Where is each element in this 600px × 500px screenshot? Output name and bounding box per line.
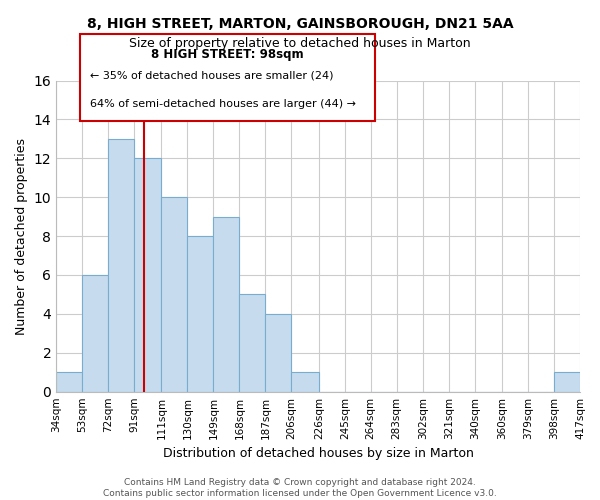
Text: ← 35% of detached houses are smaller (24): ← 35% of detached houses are smaller (24… xyxy=(90,70,334,81)
Text: Size of property relative to detached houses in Marton: Size of property relative to detached ho… xyxy=(129,38,471,51)
Bar xyxy=(265,314,292,392)
Bar xyxy=(292,372,319,392)
Bar xyxy=(239,294,265,392)
Bar xyxy=(214,216,239,392)
Text: 8 HIGH STREET: 98sqm: 8 HIGH STREET: 98sqm xyxy=(151,48,304,61)
X-axis label: Distribution of detached houses by size in Marton: Distribution of detached houses by size … xyxy=(163,447,473,460)
Text: 64% of semi-detached houses are larger (44) →: 64% of semi-detached houses are larger (… xyxy=(90,100,356,110)
Bar xyxy=(161,197,187,392)
Bar xyxy=(554,372,580,392)
Text: Contains HM Land Registry data © Crown copyright and database right 2024.
Contai: Contains HM Land Registry data © Crown c… xyxy=(103,478,497,498)
Bar xyxy=(134,158,161,392)
Text: 8, HIGH STREET, MARTON, GAINSBOROUGH, DN21 5AA: 8, HIGH STREET, MARTON, GAINSBOROUGH, DN… xyxy=(86,18,514,32)
Y-axis label: Number of detached properties: Number of detached properties xyxy=(15,138,28,334)
Bar xyxy=(56,372,82,392)
FancyBboxPatch shape xyxy=(80,34,375,121)
Bar xyxy=(108,139,134,392)
Bar xyxy=(187,236,214,392)
Bar xyxy=(82,275,108,392)
